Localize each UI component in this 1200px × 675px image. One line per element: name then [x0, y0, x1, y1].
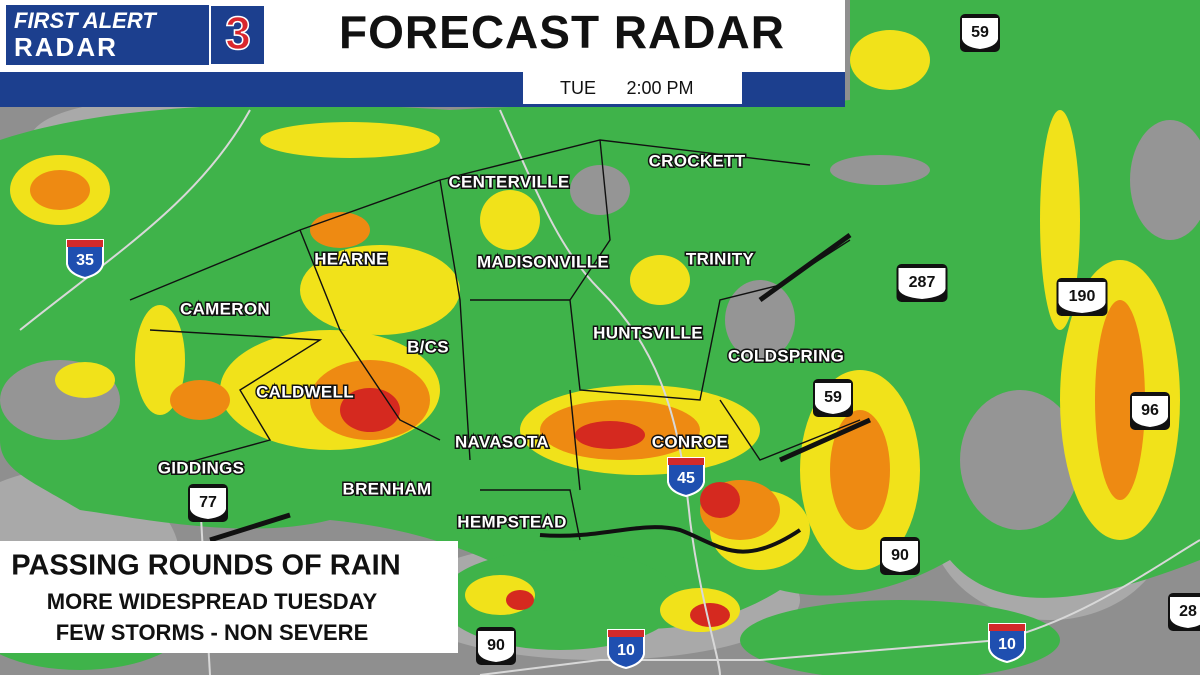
city-label: CONROE	[652, 432, 728, 451]
logo-box	[6, 5, 210, 65]
highway-number: 35	[76, 252, 94, 269]
us-shield	[1170, 597, 1200, 628]
highway-shield: 35	[66, 239, 104, 280]
forecast-time: 2:00 PM	[626, 78, 693, 98]
highway-shield: 77	[188, 484, 228, 522]
county-lines	[129, 139, 861, 541]
city-label: MADISONVILLE	[477, 252, 609, 271]
highway-shield: 10	[607, 629, 645, 670]
city-label: COLDSPRING	[728, 346, 844, 365]
interstate-band	[608, 630, 644, 637]
interstate-band	[668, 458, 704, 465]
us-shield	[882, 541, 918, 572]
highway-number: 10	[998, 636, 1016, 653]
city-label: NAVASOTA	[455, 432, 549, 451]
city-label: BRENHAM	[343, 479, 432, 498]
station-number: 3	[225, 7, 251, 59]
us-shield	[1058, 282, 1106, 313]
interstate-shield	[988, 623, 1026, 664]
highway-shields: 59 35 287 190 59 96 45 77 90 90 10 10 28	[66, 14, 1200, 670]
city-label: HEARNE	[314, 249, 388, 268]
us-shield	[478, 631, 514, 662]
us-shield	[1132, 396, 1168, 427]
moderate-rain	[10, 30, 1180, 632]
interstate-band	[989, 624, 1025, 631]
logo-top: FIRST ALERT	[14, 8, 157, 33]
city-label: CALDWELL	[256, 382, 354, 401]
interstate-band	[67, 240, 103, 247]
caption-line: MORE WIDESPREAD TUESDAY	[47, 589, 378, 614]
highway-shield: 59	[960, 14, 1000, 52]
highway-number: 59	[824, 389, 842, 406]
highway-number: 59	[971, 24, 989, 41]
caption: PASSING ROUNDS OF RAIN MORE WIDESPREAD T…	[0, 541, 458, 653]
page-title: FORECAST RADAR	[339, 6, 785, 58]
highway-shield: 96	[1130, 392, 1170, 430]
city-label: CAMERON	[180, 299, 270, 318]
river-boundary	[209, 232, 872, 543]
us-shield	[190, 488, 226, 519]
highway-number: 77	[199, 494, 217, 511]
interstate-shield	[667, 457, 705, 498]
highway-shield: 90	[476, 627, 516, 665]
highway-number: 28	[1179, 603, 1197, 620]
city-label: HEMPSTEAD	[457, 512, 566, 531]
highway-number: 90	[487, 637, 505, 654]
caption-box	[0, 541, 458, 653]
header: FIRST ALERT RADAR 3 FORECAST RADAR TUE 2…	[0, 0, 845, 107]
intense-rain	[340, 388, 740, 627]
highway-number: 287	[909, 274, 936, 291]
us-shield	[898, 268, 946, 299]
city-label: GIDDINGS	[158, 458, 244, 477]
highway-number: 190	[1069, 288, 1096, 305]
interstate-shield	[66, 239, 104, 280]
highway-shield: 287	[896, 264, 948, 302]
city-labels: CENTERVILLE CROCKETT HEARNE MADISONVILLE…	[156, 150, 845, 533]
station-badge	[209, 4, 266, 66]
logo-bottom: RADAR	[14, 32, 118, 62]
forecast-day: TUE	[560, 78, 596, 98]
highway-number: 10	[617, 642, 635, 659]
city-label: CENTERVILLE	[448, 172, 569, 191]
city-label: TRINITY	[686, 249, 755, 268]
city-label: HUNTSVILLE	[593, 323, 703, 342]
highway-number: 96	[1141, 402, 1159, 419]
city-label: B/CS	[407, 337, 449, 356]
county-boundary-bold	[539, 525, 802, 554]
highway-shield: 28	[1168, 593, 1200, 631]
highway-shield: 59	[813, 379, 853, 417]
highway-shield: 90	[880, 537, 920, 575]
city-label: CROCKETT	[649, 151, 746, 170]
highway-number: 90	[891, 547, 909, 564]
gray-gaps	[0, 120, 1200, 530]
us-shield	[815, 383, 851, 414]
us-shield	[962, 18, 998, 49]
time-box	[523, 72, 742, 104]
interstate-shield	[607, 629, 645, 670]
caption-line: FEW STORMS - NON SEVERE	[56, 620, 369, 645]
highway-shield: 45	[667, 457, 705, 498]
highway-shield: 10	[988, 623, 1026, 664]
highway-number: 45	[677, 470, 695, 487]
caption-headline: PASSING ROUNDS OF RAIN	[11, 550, 400, 582]
highway-shield: 190	[1056, 278, 1108, 316]
